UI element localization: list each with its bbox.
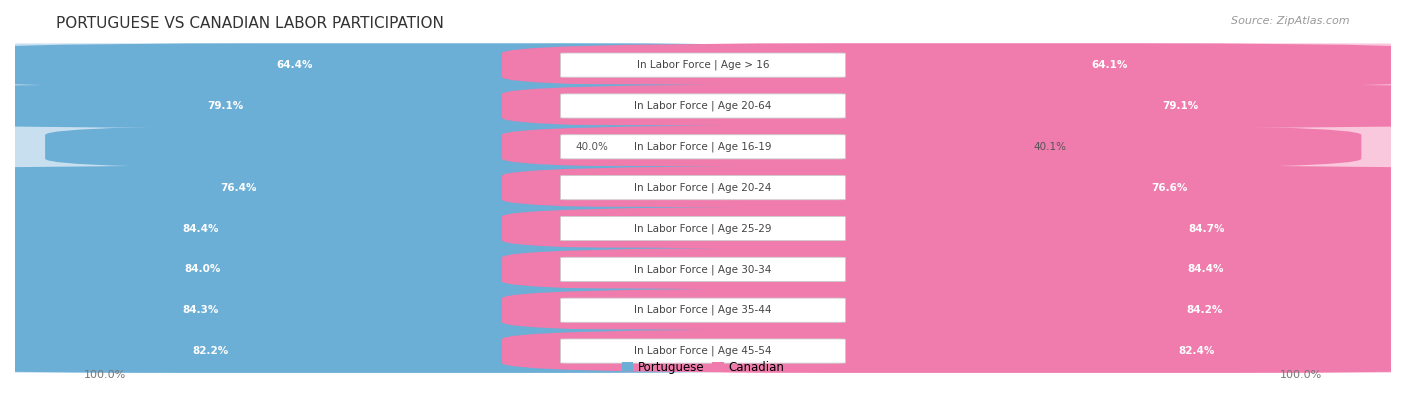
Text: 76.6%: 76.6% bbox=[1150, 182, 1187, 193]
FancyBboxPatch shape bbox=[502, 288, 1406, 332]
FancyBboxPatch shape bbox=[502, 43, 1406, 87]
FancyBboxPatch shape bbox=[0, 329, 904, 373]
FancyBboxPatch shape bbox=[0, 248, 904, 291]
FancyBboxPatch shape bbox=[45, 125, 904, 169]
Text: 100.0%: 100.0% bbox=[1279, 370, 1322, 380]
Text: 82.4%: 82.4% bbox=[1178, 346, 1215, 356]
Text: 84.7%: 84.7% bbox=[1189, 224, 1225, 233]
FancyBboxPatch shape bbox=[0, 84, 904, 128]
FancyBboxPatch shape bbox=[502, 84, 1406, 128]
FancyBboxPatch shape bbox=[73, 90, 1333, 122]
FancyBboxPatch shape bbox=[561, 339, 845, 363]
Text: In Labor Force | Age 20-24: In Labor Force | Age 20-24 bbox=[634, 182, 772, 193]
Text: In Labor Force | Age 25-29: In Labor Force | Age 25-29 bbox=[634, 223, 772, 234]
Text: Source: ZipAtlas.com: Source: ZipAtlas.com bbox=[1232, 16, 1350, 26]
Text: 100.0%: 100.0% bbox=[84, 370, 127, 380]
Text: 76.4%: 76.4% bbox=[219, 182, 256, 193]
FancyBboxPatch shape bbox=[502, 125, 1361, 169]
Text: In Labor Force | Age 35-44: In Labor Force | Age 35-44 bbox=[634, 305, 772, 316]
Text: 84.4%: 84.4% bbox=[1188, 264, 1223, 275]
FancyBboxPatch shape bbox=[502, 207, 1406, 250]
FancyBboxPatch shape bbox=[0, 329, 904, 373]
FancyBboxPatch shape bbox=[73, 171, 1333, 204]
FancyBboxPatch shape bbox=[502, 207, 1406, 250]
FancyBboxPatch shape bbox=[502, 166, 1406, 209]
Text: 82.2%: 82.2% bbox=[193, 346, 229, 356]
Text: 84.4%: 84.4% bbox=[183, 224, 218, 233]
FancyBboxPatch shape bbox=[0, 43, 904, 87]
FancyBboxPatch shape bbox=[0, 125, 904, 169]
FancyBboxPatch shape bbox=[73, 212, 1333, 245]
FancyBboxPatch shape bbox=[561, 94, 845, 118]
Text: PORTUGUESE VS CANADIAN LABOR PARTICIPATION: PORTUGUESE VS CANADIAN LABOR PARTICIPATI… bbox=[56, 16, 444, 31]
Text: 40.1%: 40.1% bbox=[1033, 142, 1066, 152]
FancyBboxPatch shape bbox=[502, 288, 1406, 332]
Text: 84.0%: 84.0% bbox=[184, 264, 221, 275]
FancyBboxPatch shape bbox=[0, 207, 904, 250]
FancyBboxPatch shape bbox=[502, 43, 1406, 87]
FancyBboxPatch shape bbox=[561, 257, 845, 282]
FancyBboxPatch shape bbox=[0, 207, 904, 250]
FancyBboxPatch shape bbox=[561, 135, 845, 159]
Legend: Portuguese, Canadian: Portuguese, Canadian bbox=[617, 356, 789, 378]
FancyBboxPatch shape bbox=[502, 329, 1406, 373]
FancyBboxPatch shape bbox=[73, 131, 1333, 163]
FancyBboxPatch shape bbox=[502, 125, 1406, 169]
FancyBboxPatch shape bbox=[502, 166, 1406, 209]
FancyBboxPatch shape bbox=[502, 248, 1406, 291]
FancyBboxPatch shape bbox=[561, 53, 845, 77]
Text: In Labor Force | Age 45-54: In Labor Force | Age 45-54 bbox=[634, 346, 772, 356]
Text: 79.1%: 79.1% bbox=[207, 101, 243, 111]
Text: 64.1%: 64.1% bbox=[1092, 60, 1128, 70]
FancyBboxPatch shape bbox=[561, 216, 845, 241]
Text: 79.1%: 79.1% bbox=[1163, 101, 1199, 111]
FancyBboxPatch shape bbox=[561, 175, 845, 200]
FancyBboxPatch shape bbox=[502, 329, 1406, 373]
FancyBboxPatch shape bbox=[73, 335, 1333, 367]
FancyBboxPatch shape bbox=[561, 298, 845, 322]
FancyBboxPatch shape bbox=[0, 166, 904, 209]
FancyBboxPatch shape bbox=[0, 84, 904, 128]
Text: In Labor Force | Age > 16: In Labor Force | Age > 16 bbox=[637, 60, 769, 70]
FancyBboxPatch shape bbox=[73, 294, 1333, 326]
FancyBboxPatch shape bbox=[502, 248, 1406, 291]
Text: In Labor Force | Age 20-64: In Labor Force | Age 20-64 bbox=[634, 101, 772, 111]
FancyBboxPatch shape bbox=[0, 166, 904, 209]
FancyBboxPatch shape bbox=[502, 84, 1406, 128]
FancyBboxPatch shape bbox=[0, 43, 904, 87]
FancyBboxPatch shape bbox=[0, 248, 904, 291]
Text: In Labor Force | Age 30-34: In Labor Force | Age 30-34 bbox=[634, 264, 772, 275]
Text: 64.4%: 64.4% bbox=[277, 60, 314, 70]
FancyBboxPatch shape bbox=[0, 288, 904, 332]
Text: 40.0%: 40.0% bbox=[575, 142, 609, 152]
Text: 84.3%: 84.3% bbox=[183, 305, 219, 315]
Text: 84.2%: 84.2% bbox=[1187, 305, 1223, 315]
FancyBboxPatch shape bbox=[0, 288, 904, 332]
FancyBboxPatch shape bbox=[73, 253, 1333, 286]
Text: In Labor Force | Age 16-19: In Labor Force | Age 16-19 bbox=[634, 141, 772, 152]
FancyBboxPatch shape bbox=[73, 49, 1333, 81]
